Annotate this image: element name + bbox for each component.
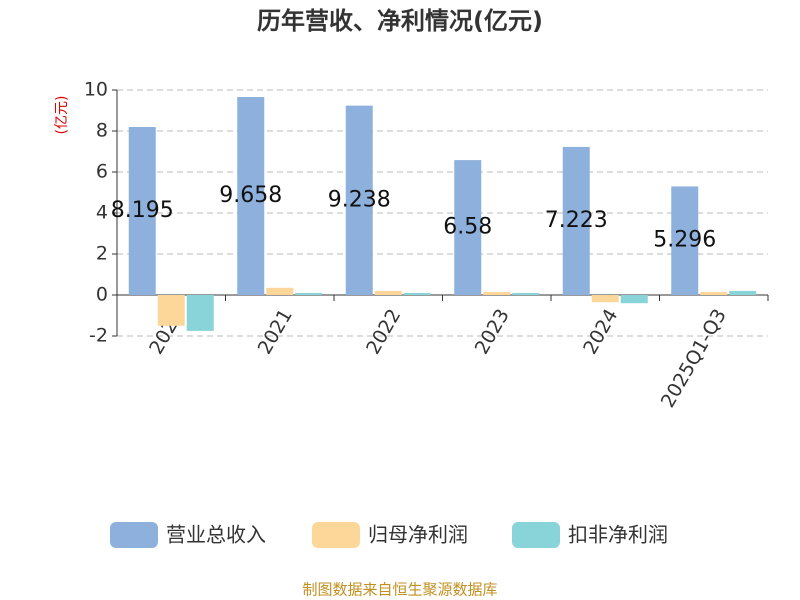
legend-swatch	[312, 522, 360, 548]
legend-label: 营业总收入	[166, 523, 266, 547]
bar	[403, 292, 431, 295]
chart-title: 历年营收、净利情况(亿元)	[257, 7, 543, 35]
bar	[374, 290, 402, 295]
value-label: 9.658	[219, 183, 282, 208]
value-label: 7.223	[545, 208, 608, 233]
value-label: 6.58	[443, 215, 492, 240]
bar	[157, 295, 185, 326]
bar	[266, 287, 294, 295]
value-label: 9.238	[328, 187, 391, 212]
bar	[729, 290, 757, 295]
y-tick-label: 10	[84, 79, 108, 101]
y-tick-label: 0	[96, 284, 108, 306]
bar	[454, 160, 482, 295]
y-axis-label: (亿元)	[54, 96, 70, 135]
x-tick-label: 2021	[254, 305, 297, 358]
y-tick-label: 6	[96, 161, 108, 183]
x-tick-label: 2022	[362, 305, 405, 358]
bar	[295, 292, 323, 295]
bar	[483, 291, 511, 295]
bar	[128, 127, 156, 295]
y-tick-label: 2	[96, 243, 108, 265]
source-note: 制图数据来自恒生聚源数据库	[302, 581, 497, 599]
bar	[512, 292, 540, 295]
legend-swatch	[110, 522, 158, 548]
bar	[562, 146, 590, 295]
legend-label: 扣非净利润	[568, 523, 668, 547]
bar	[345, 105, 373, 295]
bar	[186, 295, 214, 331]
bar	[591, 295, 619, 303]
legend-label: 归母净利润	[368, 523, 468, 547]
bar	[620, 295, 648, 304]
value-label: 5.296	[653, 228, 716, 253]
bar	[671, 186, 699, 295]
y-tick-label: 8	[96, 120, 108, 142]
x-tick-label: 2025Q1-Q3	[657, 305, 731, 411]
y-tick-label: 4	[96, 202, 108, 224]
y-tick-label: -2	[89, 325, 108, 347]
legend-swatch	[512, 522, 560, 548]
bar	[237, 97, 265, 295]
x-tick-label: 2024	[579, 305, 622, 358]
bar	[700, 291, 728, 295]
x-tick-label: 2023	[471, 305, 514, 358]
value-label: 8.195	[111, 198, 174, 223]
